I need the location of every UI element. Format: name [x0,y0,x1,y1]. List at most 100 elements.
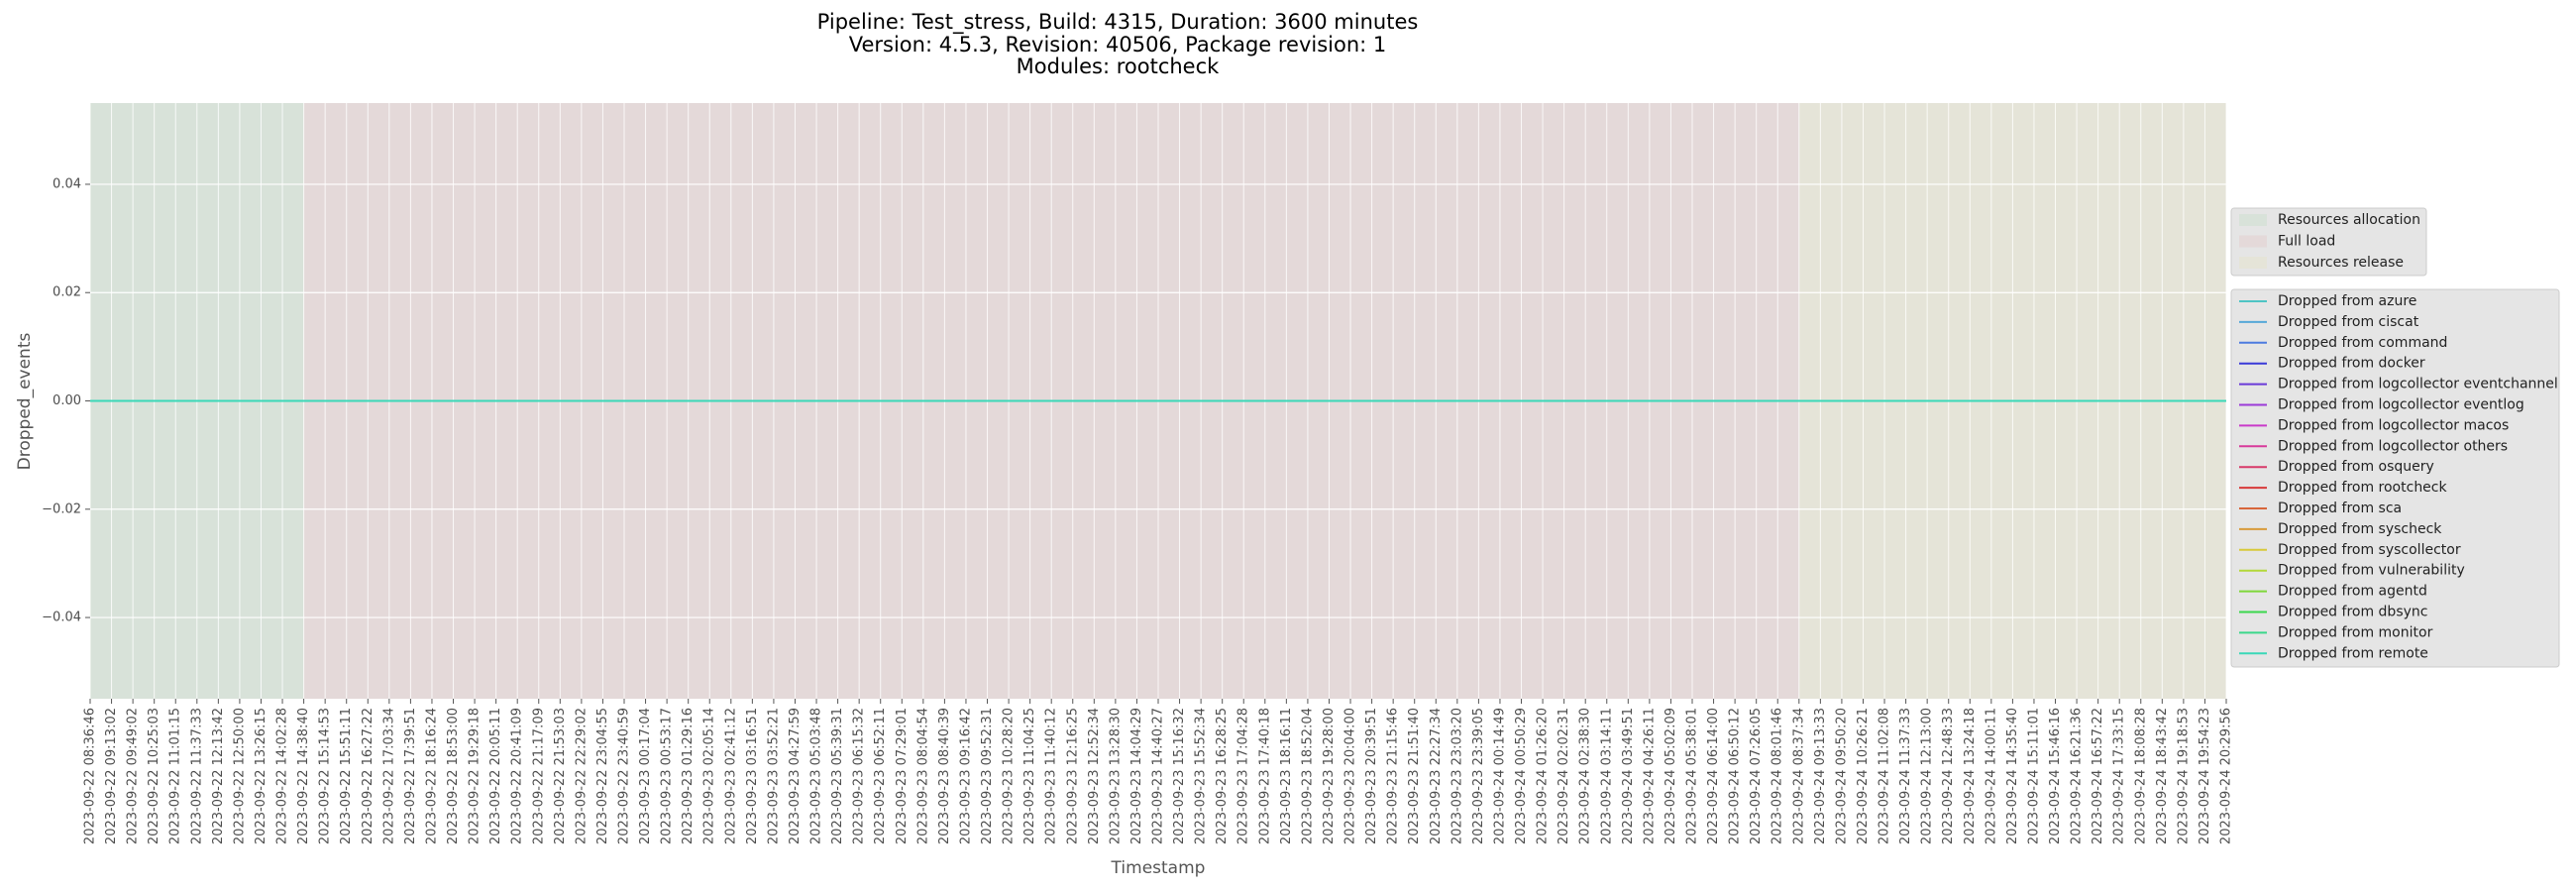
x-tick-label: 2023-09-23 14:40:27 [1151,708,1166,844]
x-tick-label: 2023-09-24 13:24:18 [1963,708,1978,844]
x-tick-label: 2023-09-22 21:17:09 [531,708,546,844]
legend-box [2230,288,2560,668]
x-tick-label: 2023-09-23 23:39:05 [1471,708,1486,844]
legend-label: Dropped from monitor [2278,624,2433,640]
x-tick-label: 2023-09-23 00:17:04 [638,708,653,844]
x-tick-label: 2023-09-22 11:01:15 [168,708,183,844]
x-tick-label: 2023-09-24 15:11:01 [2026,708,2041,844]
x-tick-label: 2023-09-22 21:53:03 [553,708,568,844]
legend-label: Dropped from vulnerability [2278,563,2465,579]
x-tick-label: 2023-09-23 14:04:29 [1129,708,1144,844]
x-tick-label: 2023-09-24 00:50:29 [1514,708,1529,844]
x-tick-label: 2023-09-23 09:52:31 [980,708,995,844]
legend-label: Dropped from logcollector eventchannel [2278,377,2558,392]
x-tick-label: 2023-09-23 06:15:32 [852,708,867,844]
x-tick-label: 2023-09-24 14:00:11 [1984,708,1998,844]
x-tick-label: 2023-09-22 10:25:03 [147,708,161,844]
x-tick-label: 2023-09-24 19:18:53 [2176,708,2191,844]
x-tick-label: 2023-09-24 08:37:34 [1791,708,1806,844]
x-tick-label: 2023-09-24 02:02:31 [1556,708,1571,844]
x-tick-label: 2023-09-24 07:26:05 [1749,708,1764,844]
x-tick-label: 2023-09-24 00:14:49 [1492,708,1507,844]
x-tick-label: 2023-09-24 04:26:11 [1642,708,1657,844]
chart-title: Version: 4.5.3, Revision: 40506, Package… [849,33,1387,56]
x-tick-label: 2023-09-22 09:13:02 [104,708,119,844]
x-tick-label: 2023-09-24 09:50:20 [1834,708,1849,844]
x-tick-label: 2023-09-24 02:38:30 [1578,708,1593,844]
x-tick-label: 2023-09-22 20:41:09 [510,708,525,844]
y-tick-label: 0.04 [53,176,81,191]
x-tick-label: 2023-09-23 20:39:51 [1364,708,1379,844]
x-tick-label: 2023-09-23 09:16:42 [958,708,973,844]
x-tick-label: 2023-09-23 00:53:17 [660,708,675,844]
x-tick-label: 2023-09-23 02:41:12 [723,708,738,844]
legend-label: Full load [2278,234,2335,250]
x-tick-label: 2023-09-23 11:04:25 [1022,708,1037,844]
legend-swatch [2239,235,2267,248]
y-tick-label: −0.04 [42,611,81,625]
legend-label: Dropped from sca [2278,501,2402,516]
x-tick-label: 2023-09-24 03:14:11 [1599,708,1614,844]
x-tick-label: 2023-09-22 20:05:11 [488,708,503,844]
legend-label: Dropped from command [2278,335,2447,351]
x-tick-label: 2023-09-23 07:29:01 [895,708,910,844]
x-tick-label: 2023-09-24 17:33:15 [2112,708,2127,844]
x-tick-label: 2023-09-22 18:53:00 [446,708,461,844]
legend-label: Dropped from logcollector macos [2278,417,2509,433]
x-tick-label: 2023-09-23 18:52:04 [1300,708,1315,844]
legend-box [2230,207,2427,277]
x-tick-label: 2023-09-23 16:28:25 [1215,708,1230,844]
x-tick-label: 2023-09-23 15:16:32 [1172,708,1187,844]
legend-label: Dropped from dbsync [2278,605,2427,620]
x-tick-label: 2023-09-24 10:26:21 [1856,708,1871,844]
x-tick-label: 2023-09-22 11:37:33 [189,708,204,844]
x-tick-label: 2023-09-23 17:40:18 [1257,708,1272,844]
x-tick-label: 2023-09-22 18:16:24 [424,708,439,844]
x-tick-label: 2023-09-23 22:27:34 [1429,708,1444,844]
legend-label: Dropped from osquery [2278,459,2434,475]
x-tick-label: 2023-09-23 06:52:11 [873,708,888,844]
legend-label: Resources allocation [2278,212,2420,228]
x-tick-label: 2023-09-24 06:50:12 [1728,708,1743,844]
x-tick-label: 2023-09-23 08:40:39 [937,708,952,844]
x-tick-label: 2023-09-24 12:48:33 [1941,708,1956,844]
x-tick-label: 2023-09-22 19:29:18 [468,708,483,844]
legend-label: Resources release [2278,255,2404,271]
x-tick-label: 2023-09-22 16:27:22 [361,708,376,844]
x-tick-label: 2023-09-23 12:16:25 [1065,708,1080,844]
x-tick-label: 2023-09-24 03:49:51 [1621,708,1636,844]
x-tick-label: 2023-09-23 19:28:00 [1322,708,1337,844]
x-tick-label: 2023-09-22 17:39:51 [403,708,418,844]
x-tick-label: 2023-09-24 08:01:46 [1771,708,1785,844]
x-tick-label: 2023-09-23 20:04:00 [1343,708,1358,844]
x-tick-label: 2023-09-23 23:03:20 [1449,708,1464,844]
x-tick-label: 2023-09-23 08:04:54 [915,708,930,844]
legend-label: Dropped from remote [2278,645,2428,661]
chart-title: Pipeline: Test_stress, Build: 4315, Dura… [817,10,1419,35]
x-tick-label: 2023-09-23 21:51:40 [1407,708,1422,844]
series-legend: Dropped from azure Dropped from ciscat Dro… [2230,288,2560,668]
x-tick-label: 2023-09-24 11:02:08 [1878,708,1892,844]
x-tick-label: 2023-09-24 05:02:09 [1664,708,1678,844]
x-tick-label: 2023-09-22 23:40:59 [617,708,632,844]
x-tick-label: 2023-09-22 14:38:40 [296,708,311,844]
x-tick-label: 2023-09-23 13:28:30 [1108,708,1123,844]
x-tick-label: 2023-09-24 06:14:00 [1706,708,1721,844]
y-tick-label: 0.02 [53,285,81,300]
x-tick-label: 2023-09-24 18:08:28 [2133,708,2148,844]
x-tick-label: 2023-09-23 03:16:51 [745,708,760,844]
legend-label: Dropped from logcollector eventlog [2278,397,2524,413]
x-tick-label: 2023-09-22 17:03:34 [381,708,396,844]
legend-label: Dropped from azure [2278,293,2416,309]
x-tick-label: 2023-09-24 16:21:36 [2070,708,2085,844]
legend-label: Dropped from rootcheck [2278,480,2447,496]
legend-label: Dropped from syscheck [2278,521,2442,537]
y-axis-title: Dropped_events [15,333,35,471]
x-tick-label: 2023-09-24 19:54:23 [2198,708,2212,844]
legend-swatch [2239,257,2267,269]
y-tick-label: 0.00 [53,393,81,408]
legend-label: Dropped from syscollector [2278,542,2461,558]
x-tick-label: 2023-09-24 14:35:40 [2005,708,2020,844]
x-tick-label: 2023-09-24 01:26:20 [1536,708,1551,844]
x-tick-label: 2023-09-22 09:49:02 [126,708,141,844]
